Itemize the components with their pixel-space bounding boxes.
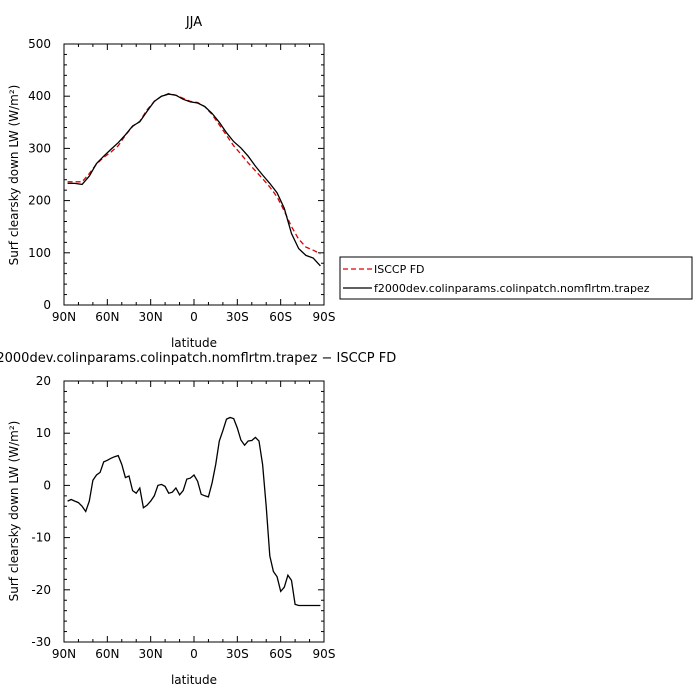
bottom-plot-frame (63, 380, 325, 643)
top-y-tick-label: 300 (28, 141, 51, 155)
top-panel-title: JJA (185, 15, 202, 30)
top-x-tick-label: 60S (269, 310, 292, 324)
top-y-axis-label: Surf clearsky down LW (W/m²) (7, 85, 21, 266)
bottom-series-line-1 (67, 416, 321, 607)
bottom-y-tick-label: -30 (31, 635, 51, 649)
bottom-y-tick-label: 20 (36, 374, 51, 388)
top-series-line-1 (67, 92, 321, 255)
top-x-tick-label: 90S (313, 310, 336, 324)
bottom-x-axis-label: latitude (171, 673, 217, 687)
top-x-tick-label: 30S (226, 310, 249, 324)
top-y-tick-label: 200 (28, 194, 51, 208)
top-x-axis-label: latitude (171, 336, 217, 350)
bottom-x-tick-label: 60N (95, 647, 119, 661)
bottom-panel: f2000dev.colinparams.colinpatch.nomflrtm… (0, 351, 396, 687)
bottom-x-tick-label: 60S (269, 647, 292, 661)
bottom-y-tick-label: -20 (31, 583, 51, 597)
bottom-panel-title: f2000dev.colinparams.colinpatch.nomflrtm… (0, 351, 396, 366)
legend-box (339, 256, 693, 300)
top-y-tick-label: 100 (28, 246, 51, 260)
top-plot-area: 90N 60N 30N 0 30S 60S 90S 0 100 200 300 400 500 (28, 37, 335, 324)
bottom-y-tick-label: -10 (31, 531, 51, 545)
bottom-x-tick-label: 0 (190, 647, 198, 661)
top-y-tick-label: 500 (28, 37, 51, 51)
bottom-y-tick-label: 0 (43, 478, 51, 492)
top-panel: JJA 90N 60N 30N 0 30S 60S 90S0100200300400500 … (7, 15, 693, 350)
top-plot-frame (63, 43, 325, 306)
bottom-x-tick-label: 30N (139, 647, 163, 661)
top-x-tick-label: 90N (52, 310, 76, 324)
legend-label-isccp: ISCCP FD (374, 263, 425, 276)
top-y-tick-label: 0 (43, 298, 51, 312)
top-x-tick-label: 30N (139, 310, 163, 324)
top-y-tick-label: 400 (28, 89, 51, 103)
top-x-tick-label: 60N (95, 310, 119, 324)
bottom-y-axis-label: Surf clearsky down LW (W/m²) (7, 421, 21, 602)
bottom-plot-area: 90N 60N 30N 0 30S 60S 90S -30 -20 -10 0 10 20 (31, 374, 335, 661)
bottom-x-tick-label: 30S (226, 647, 249, 661)
bottom-x-tick-label: 90N (52, 647, 76, 661)
bottom-y-tick-label: 10 (36, 426, 51, 440)
bottom-x-tick-label: 90S (313, 647, 336, 661)
top-series-line-2 (67, 93, 321, 267)
top-x-tick-label: 0 (190, 310, 198, 324)
legend: ISCCP FD f2000dev.colinparams.colinpatch… (339, 256, 693, 300)
legend-label-model: f2000dev.colinparams.colinpatch.nomflrtm… (374, 282, 650, 295)
